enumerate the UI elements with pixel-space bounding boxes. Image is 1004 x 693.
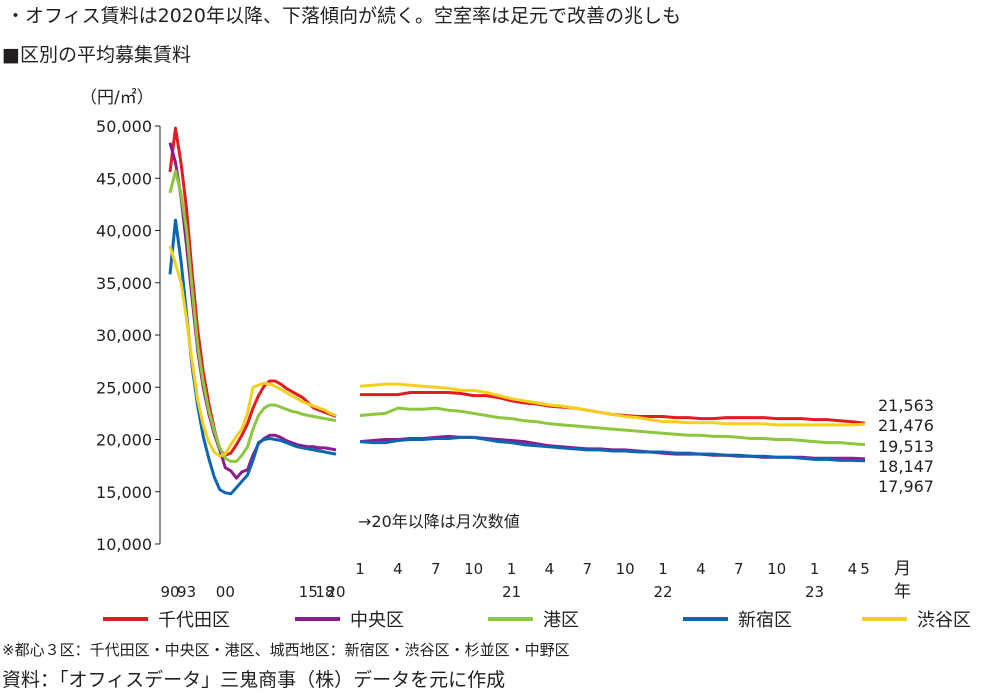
y-tick-label: 30,000 [96,326,152,345]
x-month-tick-label: 4 [696,560,706,578]
x-month-tick-label: 10 [616,560,635,578]
year-unit-label: 年 [894,582,911,602]
series-line-monthly [359,406,866,447]
legend-label: 渋谷区 [917,610,971,631]
source-note: 資料：「オフィスデータ」三鬼商事（株）データを元に作成 [2,669,505,691]
x-year-tick-label: 00 [216,583,235,601]
x-year-tick-label: 20 [326,583,345,601]
series-line-monthly [359,435,866,463]
x-year-tick-label: 93 [177,583,196,601]
y-tick-label: 45,000 [96,169,152,188]
x-month-tick-label: 7 [734,560,744,578]
chart-title: ■区別の平均募集賃料 [2,44,191,66]
x-month-tick-label: 10 [767,560,786,578]
footnote: ※都心３区：千代田区・中央区・港区、城西地区：新宿区・渋谷区・杉並区・中野区 [2,641,570,659]
legend-label: 新宿区 [738,610,792,631]
end-value-label: 18,147 [878,457,934,476]
y-tick-label: 35,000 [96,274,152,293]
x-year-label: 21 [502,583,521,601]
y-tick-label: 50,000 [96,117,152,136]
series-line-annual [168,169,337,463]
end-value-label: 21,563 [878,396,934,415]
legend-label: 港区 [543,610,579,631]
y-tick-label: 40,000 [96,222,152,241]
x-month-tick-label: 5 [860,560,870,578]
x-month-tick-label: 7 [431,560,441,578]
x-month-tick-label: 4 [545,560,555,578]
x-year-tick-label: 18 [315,583,334,601]
y-tick-label: 15,000 [96,483,152,502]
x-month-tick-label: 4 [393,560,403,578]
end-value-label: 21,476 [878,416,934,435]
x-month-tick-label: 4 [848,560,858,578]
x-month-tick-label: 1 [355,560,365,578]
y-tick-label: 10,000 [96,535,152,554]
legend: 千代田区 中央区 港区 新宿区 渋谷区 [103,610,971,631]
y-axis: 10,000 15,000 20,000 25,000 30,000 35,000 40,0… [96,117,161,554]
month-unit-label: 月 [894,559,911,579]
x-month-tick-label: 7 [582,560,592,578]
legend-label: 千代田区 [158,610,230,631]
end-value-label: 19,513 [878,437,934,456]
x-month-tick-label: 10 [464,560,483,578]
x-month-tick-label: 1 [658,560,668,578]
monthly-note: →20年以降は月次数値 [358,512,520,531]
x-month-tick-label: 1 [507,560,517,578]
headline: ・オフィス賃料は2020年以降、下落傾向が続く。空室率は足元で改善の兆しも [6,5,681,27]
x-year-label: 22 [653,583,672,601]
x-month-tick-label: 1 [810,560,820,578]
series-line-monthly [359,382,866,427]
series-line-annual [168,245,337,458]
x-year-label: 23 [805,583,824,601]
y-axis-unit-label: （円/㎡） [80,88,154,108]
legend-label: 中央区 [350,610,404,631]
y-tick-label: 20,000 [96,431,152,450]
end-value-label: 17,967 [878,477,934,496]
x-year-tick-label: 15 [299,583,318,601]
x-year-tick-label: 90 [160,583,179,601]
series-layer [168,126,866,496]
y-tick-label: 25,000 [96,378,152,397]
